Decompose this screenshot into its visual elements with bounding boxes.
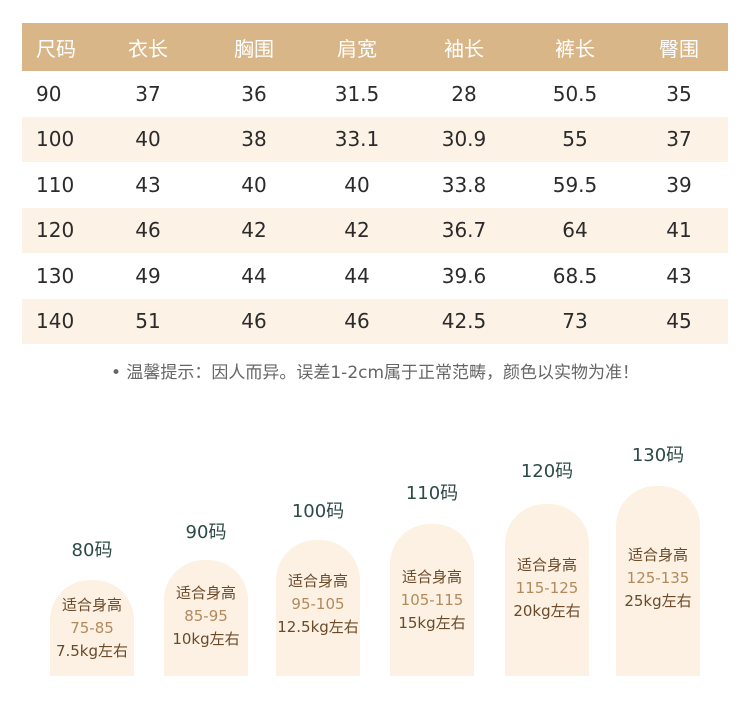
table-cell: 46 (135, 218, 161, 243)
table-cell: 33.1 (334, 127, 380, 152)
table-cell: 110 (36, 172, 75, 197)
weight-value: 25kg左右 (624, 592, 692, 610)
size-label: 90码 (185, 522, 227, 543)
table-cell: 45 (666, 309, 692, 334)
table-cell: 37 (135, 81, 161, 106)
table-row: 120 46 42 42 36.7 64 41 (22, 207, 728, 253)
table-cell: 40 (135, 127, 161, 152)
size-pill: 适合身高 75-85 7.5kg左右 (50, 580, 134, 676)
table-cell: 42 (344, 218, 370, 243)
height-title: 适合身高 (175, 584, 236, 602)
table-cell: 42.5 (441, 309, 487, 334)
table-cell: 39.6 (441, 263, 487, 288)
weight-value: 10kg左右 (172, 630, 240, 648)
table-cell: 41 (666, 218, 692, 243)
table-cell: 130 (36, 263, 75, 288)
size-pill: 适合身高 115-125 20kg左右 (505, 504, 589, 676)
height-range: 75-85 (70, 619, 114, 637)
header-shoulder: 肩宽 (337, 36, 377, 61)
table-cell: 68.5 (552, 263, 598, 288)
table-cell: 44 (241, 263, 267, 288)
table-cell: 40 (241, 172, 267, 197)
size-card-120: 120码 适合身高 115-125 20kg左右 (505, 457, 589, 676)
table-cell: 36.7 (441, 218, 487, 243)
table-cell: 43 (135, 172, 161, 197)
weight-value: 12.5kg左右 (277, 618, 359, 636)
table-cell: 44 (344, 263, 370, 288)
size-card-80: 80码 适合身高 75-85 7.5kg左右 (50, 536, 134, 676)
height-title: 适合身高 (401, 568, 462, 586)
height-title: 适合身高 (61, 596, 122, 614)
table-cell: 59.5 (552, 172, 598, 197)
table-cell: 140 (36, 309, 75, 334)
table-cell: 31.5 (334, 81, 380, 106)
height-range: 95-105 (291, 595, 345, 613)
size-label: 130码 (631, 445, 685, 466)
table-cell: 49 (135, 263, 161, 288)
size-label: 120码 (520, 461, 574, 482)
size-pill: 适合身高 85-95 10kg左右 (164, 560, 248, 676)
table-row: 130 49 44 44 39.6 68.5 43 (22, 253, 728, 299)
header-size: 尺码 (36, 36, 76, 61)
header-sleeve: 袖长 (444, 36, 484, 61)
weight-value: 20kg左右 (513, 602, 581, 620)
table-row: 140 51 46 46 42.5 73 45 (22, 298, 728, 344)
table-cell: 37 (666, 127, 692, 152)
size-label: 100码 (291, 501, 345, 522)
warm-tip: • 温馨提示：因人而异。误差1-2cm属于正常范畴，颜色以实物为准！ (110, 363, 640, 383)
table-cell: 120 (36, 218, 75, 243)
table-row: 110 43 40 40 33.8 59.5 39 (22, 162, 728, 208)
size-label: 80码 (71, 540, 113, 561)
table-cell: 40 (344, 172, 370, 197)
table-cell: 64 (562, 218, 588, 243)
table-cell: 100 (36, 127, 75, 152)
size-table: 尺码 衣长 胸围 肩宽 袖长 裤长 臀围 90 37 36 31.5 28 50… (22, 23, 728, 344)
height-range: 115-125 (515, 579, 579, 597)
table-cell: 73 (562, 309, 588, 334)
table-cell: 38 (241, 127, 267, 152)
height-title: 适合身高 (516, 556, 577, 574)
height-range: 125-135 (626, 569, 690, 587)
size-pill: 适合身高 105-115 15kg左右 (390, 524, 474, 676)
table-cell: 42 (241, 218, 267, 243)
table-cell: 46 (344, 309, 370, 334)
table-cell: 55 (562, 127, 588, 152)
header-hip: 臀围 (659, 36, 699, 61)
size-label: 110码 (405, 483, 459, 504)
table-cell: 51 (135, 309, 161, 334)
table-cell: 90 (36, 81, 62, 106)
header-length: 衣长 (128, 36, 168, 61)
table-cell: 30.9 (441, 127, 487, 152)
table-cell: 33.8 (441, 172, 487, 197)
table-cell: 36 (241, 81, 267, 106)
size-card-100: 100码 适合身高 95-105 12.5kg左右 (276, 497, 360, 676)
table-row: 100 40 38 33.1 30.9 55 37 (22, 116, 728, 162)
weight-value: 15kg左右 (398, 614, 466, 632)
weight-value: 7.5kg左右 (55, 642, 129, 660)
table-cell: 35 (666, 81, 692, 106)
table-row: 90 37 36 31.5 28 50.5 35 (22, 71, 728, 117)
header-chest: 胸围 (234, 36, 274, 61)
height-range: 105-115 (400, 591, 464, 609)
table-header: 尺码 衣长 胸围 肩宽 袖长 裤长 臀围 (22, 23, 728, 71)
size-card-130: 130码 适合身高 125-135 25kg左右 (616, 441, 700, 676)
size-pill: 适合身高 125-135 25kg左右 (616, 486, 700, 676)
table-cell: 28 (451, 81, 477, 106)
table-cell: 43 (666, 263, 692, 288)
height-range: 85-95 (184, 607, 228, 625)
size-card-110: 110码 适合身高 105-115 15kg左右 (390, 479, 474, 676)
table-cell: 50.5 (552, 81, 598, 106)
header-pants: 裤长 (555, 36, 595, 61)
height-title: 适合身高 (627, 546, 688, 564)
size-card-90: 90码 适合身高 85-95 10kg左右 (164, 518, 248, 676)
size-pill: 适合身高 95-105 12.5kg左右 (276, 540, 360, 676)
table-cell: 46 (241, 309, 267, 334)
height-title: 适合身高 (287, 572, 348, 590)
table-cell: 39 (666, 172, 692, 197)
